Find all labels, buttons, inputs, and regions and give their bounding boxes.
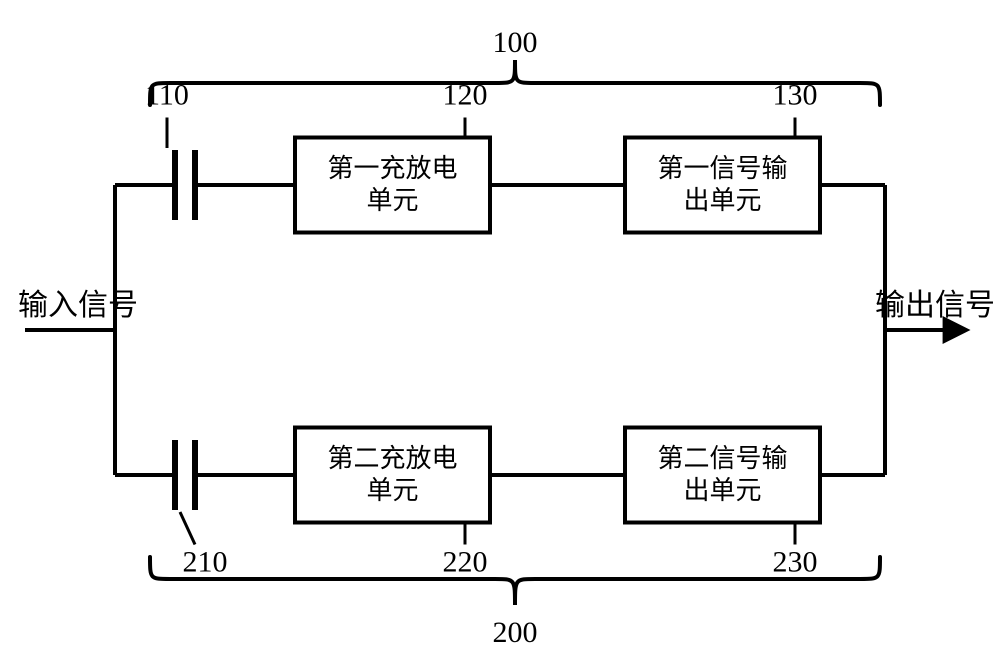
block-top-left-line2: 单元 bbox=[366, 186, 418, 215]
block-top-left-line1: 第一充放电 bbox=[327, 154, 457, 183]
block-bottom-right-line1: 第二信号输 bbox=[657, 444, 787, 473]
block-bottom-left-line1: 第二充放电 bbox=[327, 444, 457, 473]
ref-220: 220 bbox=[443, 545, 488, 578]
leader-210 bbox=[180, 512, 195, 545]
block-top-right-line2: 出单元 bbox=[683, 186, 761, 215]
ref-200: 200 bbox=[493, 616, 538, 649]
input-label: 输入信号 bbox=[18, 289, 138, 322]
block-top-right-line1: 第一信号输 bbox=[657, 154, 787, 183]
ref-210: 210 bbox=[183, 545, 228, 578]
ref-100: 100 bbox=[493, 26, 538, 59]
output-label: 输出信号 bbox=[875, 289, 995, 322]
ref-230: 230 bbox=[773, 545, 818, 578]
block-bottom-right-line2: 出单元 bbox=[683, 476, 761, 505]
brace-bottom bbox=[150, 557, 880, 605]
brace-top bbox=[150, 60, 880, 105]
block-bottom-left-line2: 单元 bbox=[366, 476, 418, 505]
